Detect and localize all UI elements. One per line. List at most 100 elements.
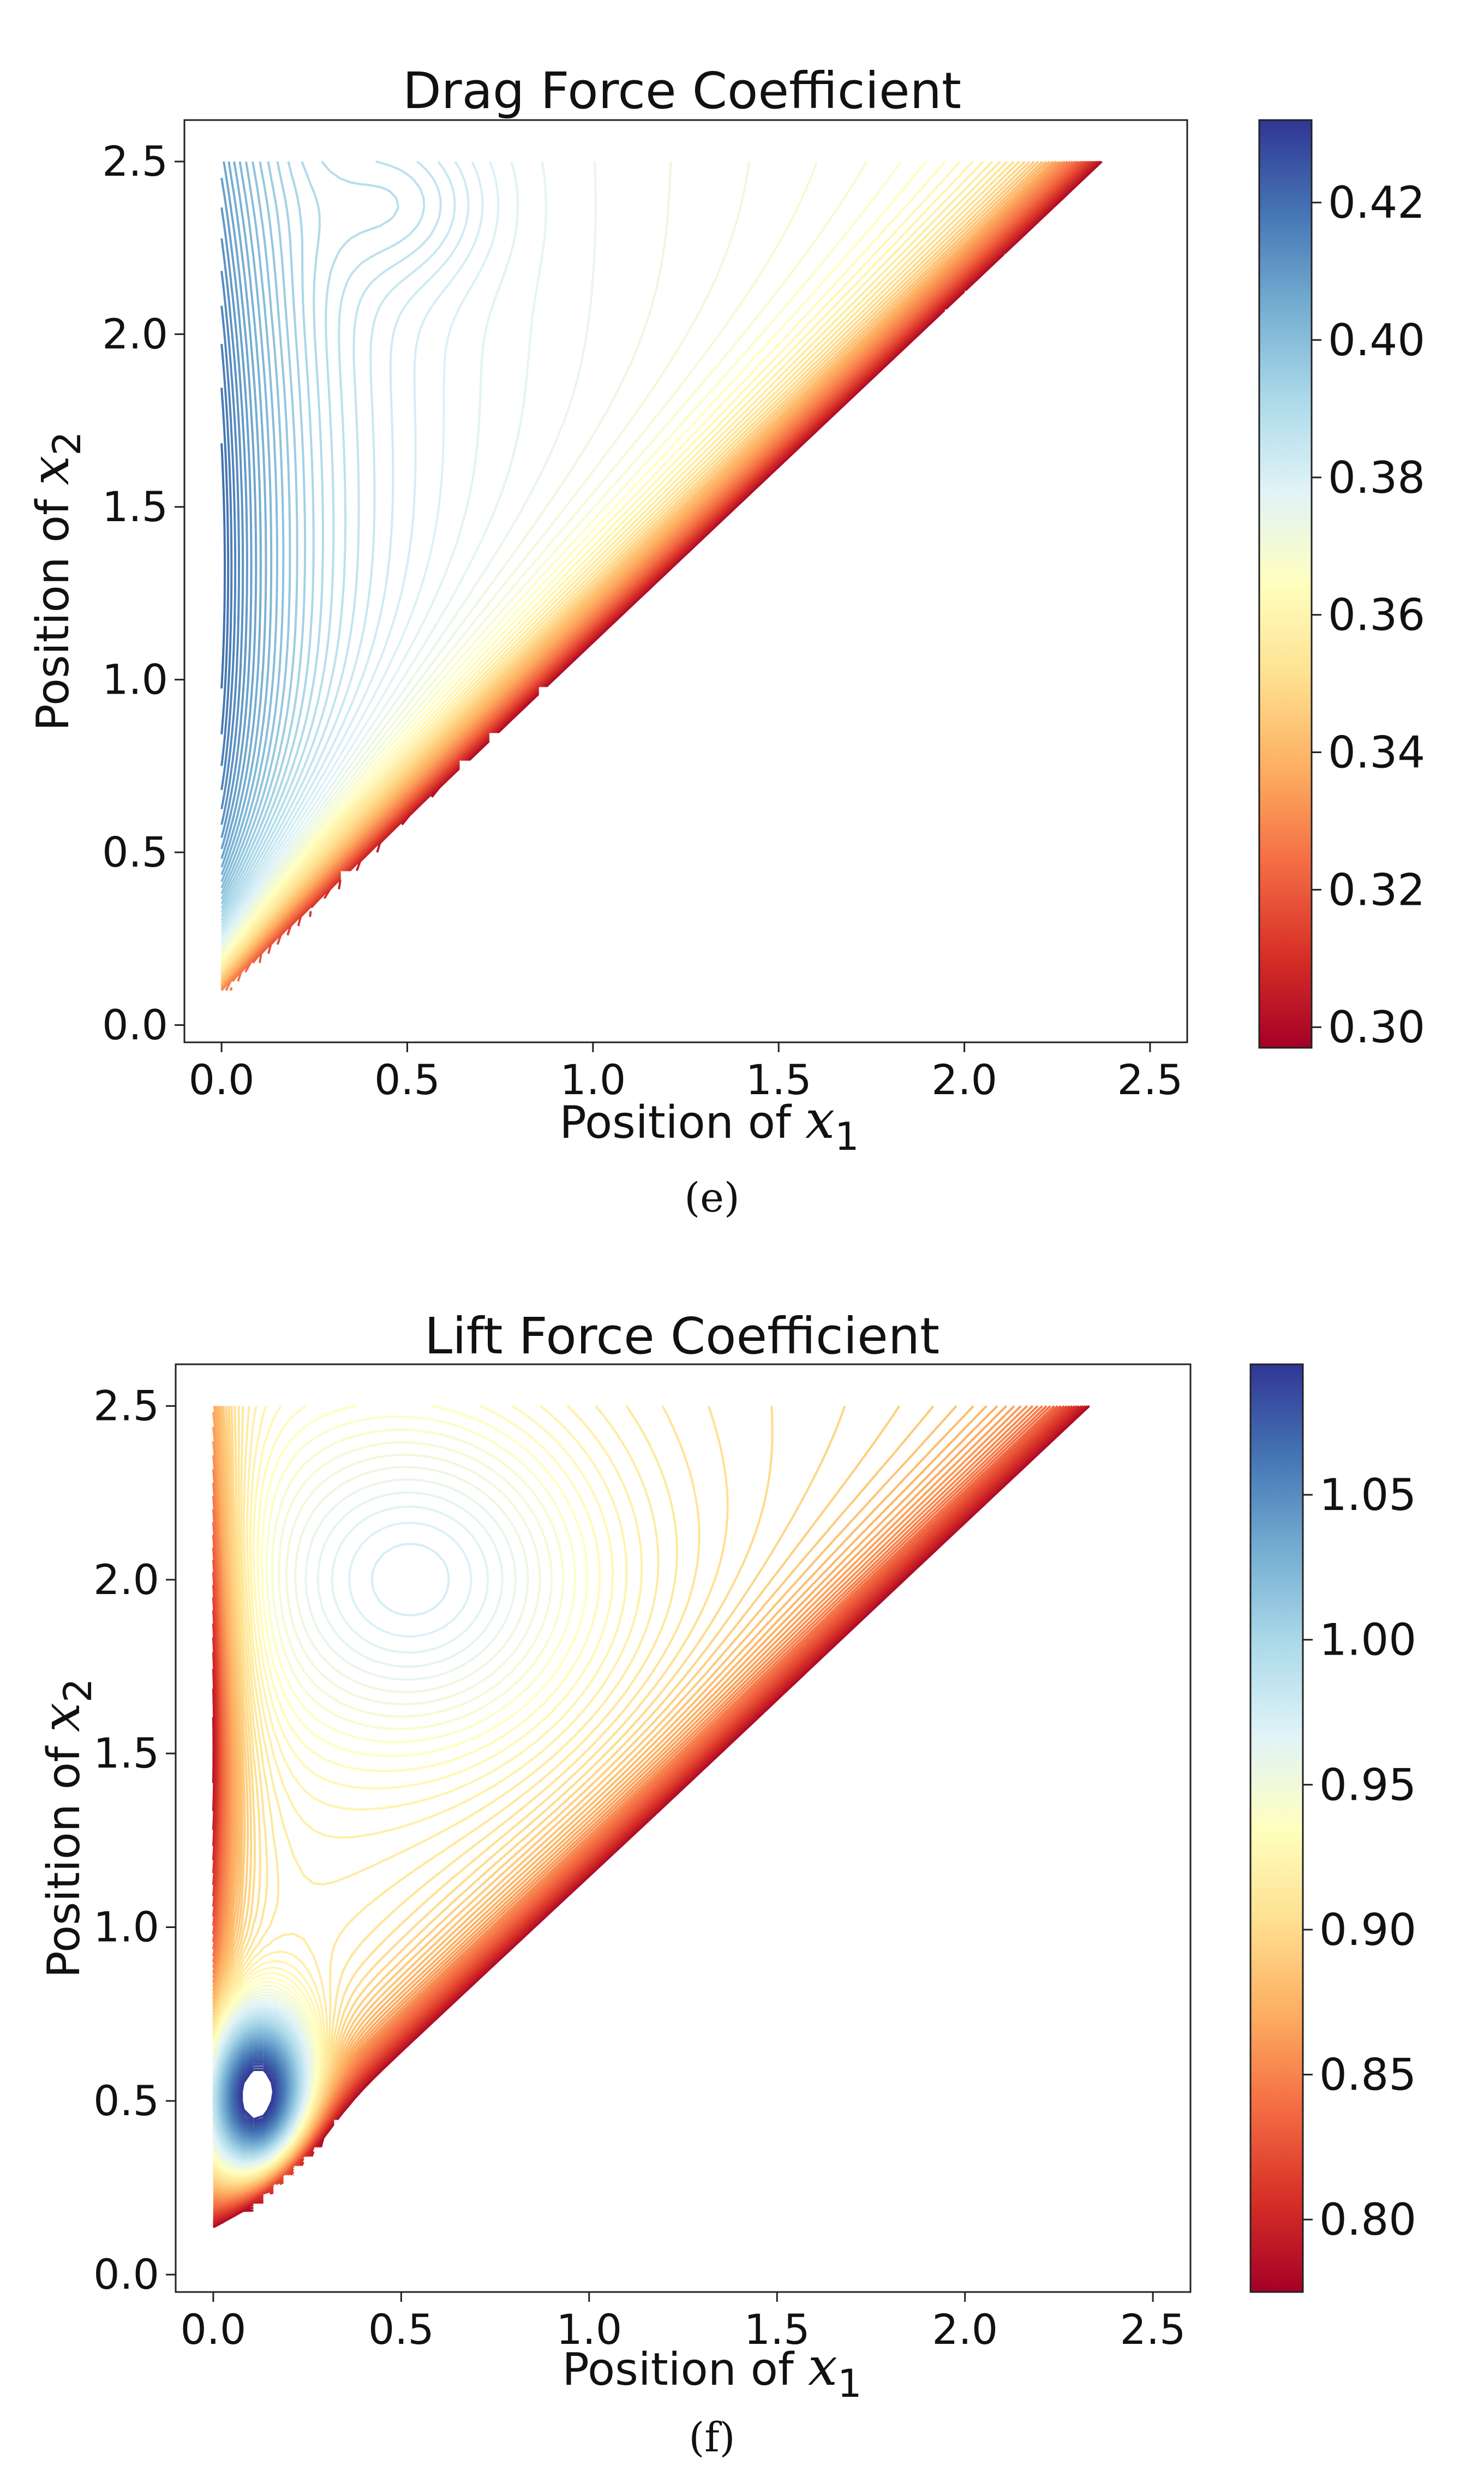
panel-caption: (e) — [684, 1174, 740, 1221]
y-tick-label: 1.0 — [102, 655, 168, 703]
contour-line — [220, 161, 315, 913]
contour-line — [212, 1405, 988, 2192]
colorbar-gradient — [1258, 119, 1313, 1049]
contour-line — [220, 387, 230, 735]
contour-line — [220, 161, 258, 860]
contour-line — [220, 443, 226, 689]
contour-lines — [212, 1405, 1090, 2229]
panel-caption: (f) — [689, 2414, 735, 2461]
contour-line — [212, 1405, 846, 2186]
contour-line — [235, 2059, 279, 2128]
contour-line — [220, 160, 902, 958]
plot-frame — [183, 119, 1188, 1043]
x-tick-label: 0.5 — [374, 1055, 440, 1104]
contour-line — [212, 1405, 678, 2181]
contour-line — [220, 160, 927, 960]
contour-line — [220, 207, 248, 838]
contour-line — [212, 1405, 1043, 2204]
contour-line — [220, 160, 456, 931]
contour-line — [238, 2063, 277, 2124]
x-tick-label: 2.5 — [1120, 2305, 1186, 2354]
y-axis-label: Position of x2 — [20, 431, 89, 731]
contour-line — [220, 160, 961, 964]
contour-line — [220, 161, 519, 942]
contour-line — [212, 1405, 1015, 2196]
contour-line — [212, 1405, 998, 2193]
y-tick-label: 0.5 — [93, 2076, 159, 2125]
contour-line — [220, 161, 307, 909]
colorbar-tick-label: 1.05 — [1319, 1470, 1416, 1520]
y-tick-label: 2.0 — [93, 1555, 159, 1604]
contour-line — [220, 161, 547, 945]
contour-line — [220, 161, 267, 875]
y-tick-label: 2.5 — [102, 137, 168, 186]
contour-line — [220, 160, 426, 924]
contour-line — [220, 306, 237, 790]
x-tick-label: 0.0 — [189, 1055, 255, 1104]
contour-line — [220, 160, 470, 934]
x-tick-label: 1.5 — [746, 1055, 812, 1104]
contour-line — [241, 2069, 274, 2121]
contour-line — [231, 2052, 283, 2133]
contour-line — [220, 161, 273, 882]
x-axis-label: Position of x1 — [559, 1089, 859, 1159]
x-tick-label: 0.5 — [368, 2305, 434, 2354]
colorbar-gradient — [1249, 1363, 1304, 2293]
contour-line — [220, 161, 298, 905]
y-tick-label: 1.5 — [102, 482, 168, 531]
contour-lines — [220, 160, 1103, 992]
x-tick-label: 0.0 — [180, 2305, 246, 2354]
contour-line — [212, 1405, 935, 2188]
y-tick-label: 2.0 — [102, 309, 168, 358]
y-tick-label: 0.0 — [93, 2250, 159, 2299]
contour-line — [220, 160, 1015, 974]
contour-line — [220, 161, 291, 900]
contour-line — [220, 271, 240, 809]
contour-line — [220, 160, 974, 965]
colorbar-tick-label: 0.95 — [1319, 1759, 1416, 1810]
contour-line — [220, 160, 868, 956]
contour-line — [212, 1405, 701, 2182]
colorbar-tick-label: 0.30 — [1328, 1002, 1425, 1053]
contour-line — [220, 238, 244, 825]
contour-line — [220, 160, 442, 928]
y-tick-label: 2.5 — [93, 1381, 159, 1430]
x-axis-ticks: 0.0 0.5 1.0 1.5 2.0 2.5 — [189, 1042, 1183, 1104]
contour-line — [220, 161, 500, 940]
contour-line — [220, 177, 253, 850]
colorbar-tick-label: 0.80 — [1319, 2194, 1416, 2245]
contour-line — [220, 161, 285, 894]
contour-line — [212, 1405, 958, 2189]
contour-line — [212, 1405, 729, 2183]
contour-line — [212, 1405, 900, 2187]
plot-frame — [175, 1363, 1192, 2293]
colorbar: 0.80 0.85 0.90 0.95 1.00 1.05 — [1249, 1363, 1416, 2293]
y-tick-label: 0.0 — [102, 1000, 168, 1049]
x-axis-label: Position of x1 — [562, 2336, 861, 2406]
colorbar-tick-label: 0.38 — [1328, 452, 1425, 503]
contour-line — [220, 344, 233, 766]
colorbar-tick-label: 0.32 — [1328, 864, 1425, 915]
lift-force-chart: Lift Force Coefficient 0.0 0.5 1.0 1.5 2.0 2.… — [31, 1307, 1416, 2461]
colorbar-ticks: 0.30 0.32 0.34 0.36 0.38 0.40 0.42 — [1312, 177, 1425, 1053]
contour-line — [212, 1405, 1008, 2195]
contour-line — [220, 161, 278, 889]
drag-force-chart: Drag Force Coefficient 0.0 0.5 1.0 1.5 2.0 2.… — [20, 62, 1425, 1221]
colorbar: 0.30 0.32 0.34 0.36 0.38 0.40 0.42 — [1258, 119, 1425, 1053]
contour-line — [220, 160, 400, 921]
colorbar-tick-label: 0.36 — [1328, 590, 1425, 641]
contour-line — [220, 160, 947, 962]
contour-line — [237, 2061, 278, 2127]
y-tick-label: 0.5 — [102, 828, 168, 876]
contour-line — [212, 1406, 774, 2184]
contour-line — [220, 161, 818, 954]
x-tick-label: 2.5 — [1117, 1055, 1183, 1104]
contour-plot-area — [175, 1363, 1192, 2293]
plot-background — [176, 1364, 1190, 2292]
contour-line — [220, 161, 262, 868]
x-tick-label: 1.5 — [744, 2305, 810, 2354]
contour-line — [220, 161, 324, 917]
contour-line — [220, 161, 751, 952]
x-tick-label: 2.0 — [932, 2305, 998, 2354]
